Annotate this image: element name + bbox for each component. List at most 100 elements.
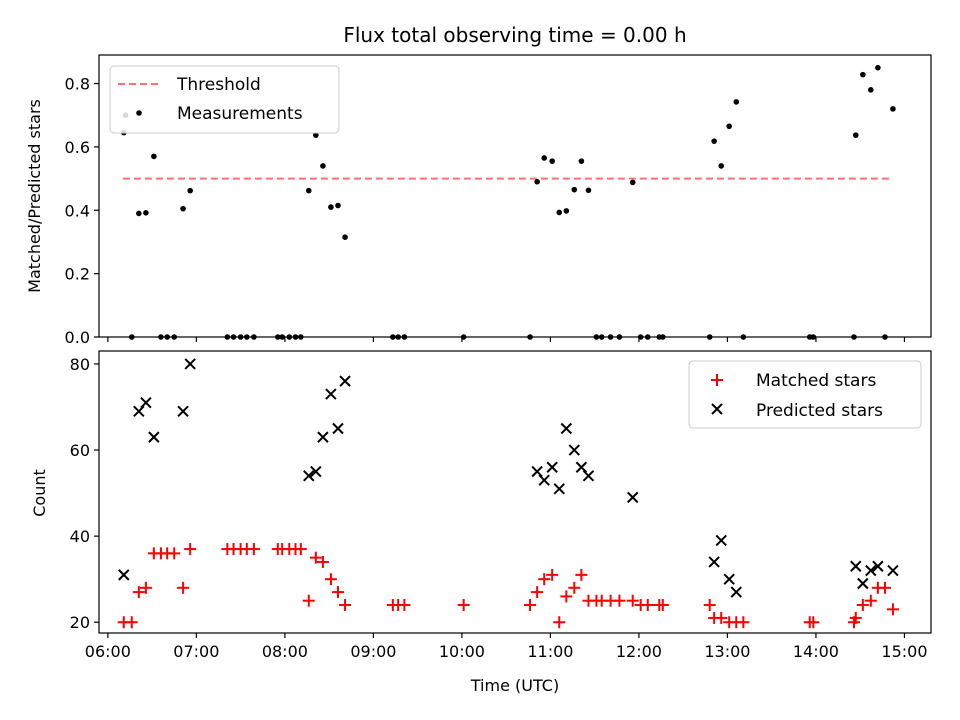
predicted-point — [857, 577, 869, 590]
ratio-legend-box — [109, 65, 340, 134]
x-tick-label: 12:00 — [616, 642, 662, 661]
measurement-point — [860, 71, 866, 78]
legend-measurements-label: Measurements — [177, 104, 303, 124]
matched-point — [641, 599, 654, 612]
ratio-legend: Threshold Measurements — [109, 65, 340, 134]
measurement-point — [187, 187, 193, 194]
count-legend: Matched stars Predicted stars — [688, 360, 922, 429]
legend-measurements-swatch — [136, 110, 142, 116]
y-tick-label: 0.0 — [65, 328, 90, 347]
matched-point — [546, 568, 559, 581]
count-panel: 06:00 07:00 08:00 09:00 10:00 11:00 12:00 13:00… — [30, 350, 932, 695]
predicted-point — [339, 375, 351, 387]
predicted-point — [582, 470, 595, 482]
predicted-point — [560, 422, 573, 435]
y-tick-label: 0.8 — [65, 75, 90, 94]
x-tick-label: 13:00 — [704, 642, 750, 661]
matched-point — [737, 616, 750, 629]
matched-point — [247, 543, 260, 556]
predicted-point — [553, 483, 565, 495]
matched-point — [715, 611, 728, 624]
measurement-point — [320, 163, 326, 169]
x-tick-label: 10:00 — [439, 642, 485, 661]
predicted-point — [538, 474, 550, 486]
count-panel-frame — [98, 350, 932, 634]
y-tick-label: 80 — [70, 355, 90, 374]
predicted-point — [148, 431, 160, 443]
matched-point — [878, 581, 891, 594]
matched-point — [184, 543, 197, 556]
matched-point — [398, 599, 411, 612]
predicted-point — [887, 564, 899, 577]
matched-point — [457, 599, 470, 612]
predicted-point — [865, 564, 877, 577]
count-ylabel: Count — [30, 469, 49, 517]
matched-point — [807, 616, 820, 629]
matched-point — [339, 599, 352, 612]
measurement-point — [726, 123, 732, 130]
measurement-point — [328, 204, 334, 210]
x-tick-label: 14:00 — [793, 642, 839, 661]
measurement-point — [875, 64, 881, 71]
measurement-point — [571, 186, 578, 193]
predicted-point — [730, 586, 742, 598]
matched-point — [626, 594, 639, 607]
predicted-point — [546, 461, 558, 473]
x-tick-label: 15:00 — [881, 642, 927, 661]
matched-point — [703, 599, 716, 612]
matched-point — [125, 616, 138, 629]
legend-matched-label: Matched stars — [756, 371, 876, 391]
matched-point — [294, 543, 307, 556]
predicted-point — [303, 470, 315, 482]
matched-point — [316, 555, 329, 568]
matched-point — [864, 594, 877, 607]
measurement-point — [556, 209, 563, 216]
matched-point — [575, 568, 588, 581]
predicted-point — [325, 388, 337, 400]
predicted-point — [177, 405, 189, 417]
measurement-point — [305, 187, 312, 194]
x-axis-label: Time (UTC) — [470, 676, 559, 695]
y-tick-label: 0.2 — [65, 265, 90, 284]
legend-matched-swatch — [711, 374, 723, 386]
predicted-point — [133, 405, 145, 417]
chart-title: Flux total observing time = 0.00 h — [343, 23, 686, 47]
measurement-point — [563, 208, 570, 214]
matched-point — [856, 599, 869, 612]
matched-point — [177, 581, 190, 594]
matched-point — [553, 616, 566, 629]
legend-threshold-label: Threshold — [176, 75, 261, 95]
measurement-point — [136, 210, 142, 217]
measurement-point — [890, 106, 896, 112]
x-tick-label: 07:00 — [173, 642, 219, 661]
predicted-point — [332, 422, 344, 435]
predicted-point — [531, 465, 543, 478]
predicted-point — [872, 560, 884, 572]
matched-point — [132, 586, 145, 599]
predicted-point — [850, 560, 862, 572]
measurement-point — [143, 209, 149, 216]
y-tick-label: 0.6 — [65, 138, 90, 157]
predicted-point — [184, 358, 196, 370]
matched-point — [538, 573, 551, 586]
predicted-point — [575, 461, 588, 473]
predicted-point — [317, 431, 329, 443]
predicted-point — [723, 573, 735, 585]
measurement-point — [578, 158, 585, 164]
ratio-ylabel: Matched/Predicted stars — [25, 99, 44, 293]
x-tick-label: 09:00 — [350, 642, 396, 661]
measurement-point — [541, 155, 548, 161]
measurement-point — [629, 179, 636, 186]
x-tick-label: 08:00 — [262, 642, 308, 661]
count-legend-box — [688, 360, 922, 429]
predicted-point — [568, 444, 581, 456]
matched-point — [656, 599, 669, 612]
legend-predicted-swatch — [711, 403, 723, 415]
predicted-point — [715, 534, 727, 547]
measurement-point — [852, 132, 859, 138]
y-tick-label: 20 — [70, 613, 90, 632]
matched-point — [302, 594, 315, 607]
measurement-point — [534, 178, 540, 185]
y-tick-label: 0.4 — [65, 201, 90, 220]
